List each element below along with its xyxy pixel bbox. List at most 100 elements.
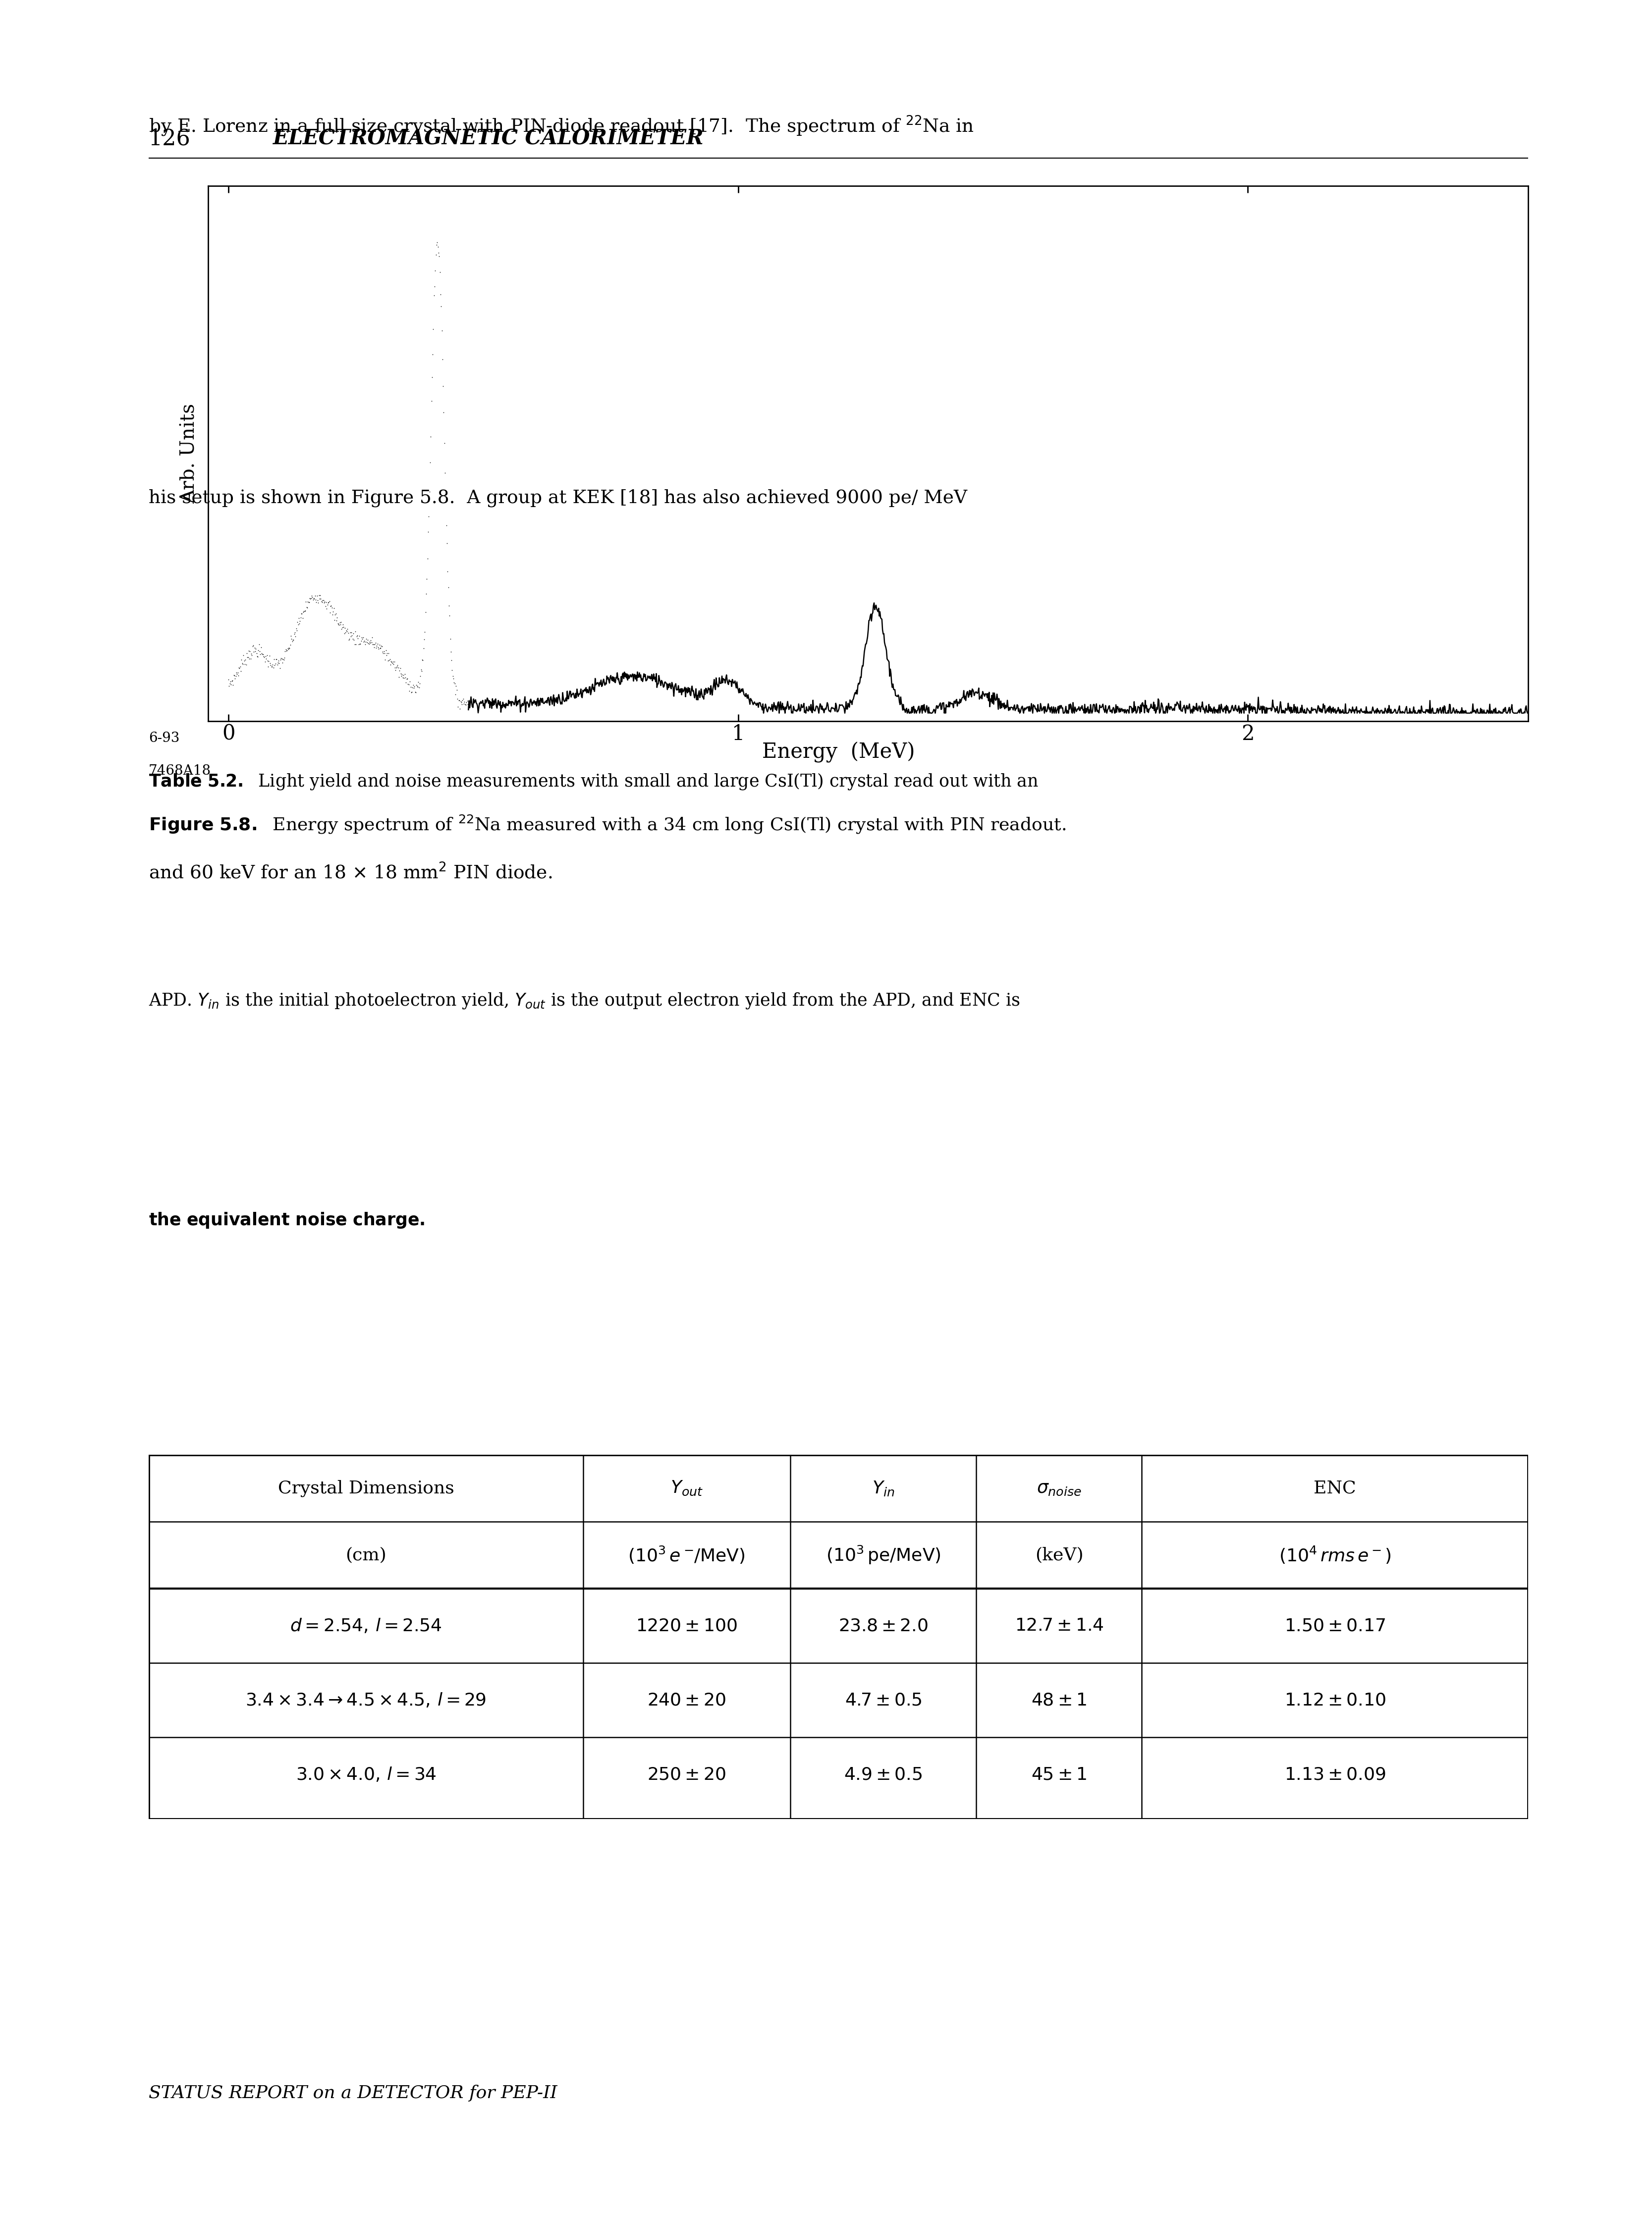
- Point: [363, 631, 390, 667]
- Point: [259, 649, 286, 684]
- Text: $(10^3\,\mathrm{pe}/\mathrm{MeV})$: $(10^3\,\mathrm{pe}/\mathrm{MeV})$: [826, 1544, 940, 1567]
- Text: $45 \pm 1$: $45 \pm 1$: [1031, 1766, 1087, 1782]
- Point: [372, 642, 398, 678]
- Point: [363, 629, 390, 664]
- Point: [421, 269, 448, 304]
- Point: [401, 669, 428, 704]
- Point: [292, 593, 319, 629]
- Point: [358, 624, 385, 660]
- Point: [433, 476, 459, 511]
- Point: [299, 582, 325, 618]
- Point: [329, 609, 355, 644]
- Point: [344, 618, 370, 653]
- Point: [439, 660, 466, 695]
- Point: [370, 633, 396, 669]
- Point: [410, 642, 436, 678]
- Point: [274, 631, 301, 667]
- Point: [271, 642, 297, 678]
- Text: Energy  (MeV): Energy (MeV): [762, 742, 915, 762]
- Point: [454, 687, 481, 722]
- Point: [327, 604, 354, 640]
- Text: 126: 126: [149, 129, 190, 149]
- Point: [367, 627, 393, 662]
- Point: [360, 629, 387, 664]
- Point: [225, 658, 251, 693]
- Point: [368, 629, 395, 664]
- Point: [238, 642, 264, 678]
- Point: [405, 669, 431, 704]
- Point: [307, 578, 334, 613]
- Point: [287, 604, 314, 640]
- Point: [358, 620, 385, 655]
- Point: [362, 627, 388, 662]
- Point: [215, 662, 241, 698]
- Point: [418, 360, 444, 396]
- Point: [264, 647, 291, 682]
- Point: [316, 584, 342, 620]
- Point: [297, 580, 324, 615]
- Point: [297, 580, 324, 615]
- Text: (cm): (cm): [345, 1547, 387, 1564]
- Point: [434, 553, 461, 589]
- Point: [395, 667, 421, 702]
- Point: [373, 633, 400, 669]
- Point: [297, 580, 324, 615]
- Point: [266, 647, 292, 682]
- Text: ENC: ENC: [1313, 1480, 1356, 1498]
- Point: [416, 473, 443, 509]
- Text: $d = 2.54,\, l = 2.54$: $d = 2.54,\, l = 2.54$: [289, 1618, 443, 1635]
- Point: [324, 600, 350, 635]
- Text: $12.7 \pm 1.4$: $12.7 \pm 1.4$: [1014, 1618, 1104, 1633]
- Point: [451, 684, 477, 720]
- Text: his setup is shown in Figure 5.8.  A group at KEK [18] has also achieved 9000 pe: his setup is shown in Figure 5.8. A grou…: [149, 489, 966, 507]
- Point: [261, 642, 287, 678]
- Point: [413, 593, 439, 629]
- Point: [382, 644, 408, 680]
- Point: [256, 638, 282, 673]
- Point: [226, 651, 253, 687]
- Text: $(10^3\,e^-\!/\mathrm{MeV})$: $(10^3\,e^-\!/\mathrm{MeV})$: [628, 1544, 745, 1564]
- Point: [276, 631, 302, 667]
- Point: [304, 582, 330, 618]
- Point: [441, 664, 468, 700]
- Point: [383, 649, 410, 684]
- Point: [236, 640, 263, 675]
- Point: [387, 651, 413, 687]
- Text: $1.12 \pm 0.10$: $1.12 \pm 0.10$: [1284, 1691, 1386, 1709]
- Point: [223, 655, 249, 691]
- Point: [405, 664, 431, 700]
- Point: [378, 644, 405, 680]
- Point: [383, 651, 410, 687]
- Point: [251, 638, 278, 673]
- Point: [294, 589, 320, 624]
- Point: [373, 638, 400, 673]
- Point: [385, 649, 411, 684]
- Point: [233, 635, 259, 671]
- Point: [258, 647, 284, 682]
- Point: [428, 278, 454, 313]
- Point: [354, 622, 380, 658]
- Point: [395, 667, 421, 702]
- Point: [398, 675, 425, 711]
- Point: [273, 631, 299, 667]
- Text: $23.8 \pm 2.0$: $23.8 \pm 2.0$: [839, 1618, 928, 1633]
- Point: [218, 667, 244, 702]
- Point: [439, 658, 466, 693]
- Point: [418, 420, 444, 456]
- Point: [244, 640, 271, 675]
- Point: [263, 647, 289, 682]
- Point: [236, 633, 263, 669]
- Point: [330, 607, 357, 642]
- Text: ELECTROMAGNETIC CALORIMETER: ELECTROMAGNETIC CALORIMETER: [273, 129, 704, 149]
- Point: [416, 444, 443, 480]
- Point: [453, 687, 479, 722]
- Point: [216, 669, 243, 704]
- Point: [261, 647, 287, 682]
- Point: [299, 580, 325, 615]
- Point: [325, 607, 352, 642]
- Point: [246, 627, 273, 662]
- Point: [268, 640, 294, 675]
- Point: [448, 684, 474, 720]
- Point: [400, 667, 426, 702]
- Point: [360, 627, 387, 662]
